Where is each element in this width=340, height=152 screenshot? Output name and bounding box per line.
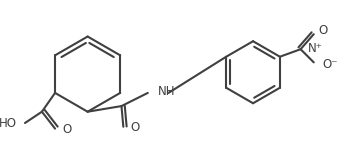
Text: O⁻: O⁻: [322, 58, 338, 71]
Text: O: O: [131, 121, 140, 134]
Text: HO: HO: [0, 117, 17, 130]
Text: NH: NH: [158, 85, 176, 98]
Text: O: O: [319, 24, 328, 37]
Text: N⁺: N⁺: [308, 42, 323, 55]
Text: O: O: [63, 123, 72, 136]
